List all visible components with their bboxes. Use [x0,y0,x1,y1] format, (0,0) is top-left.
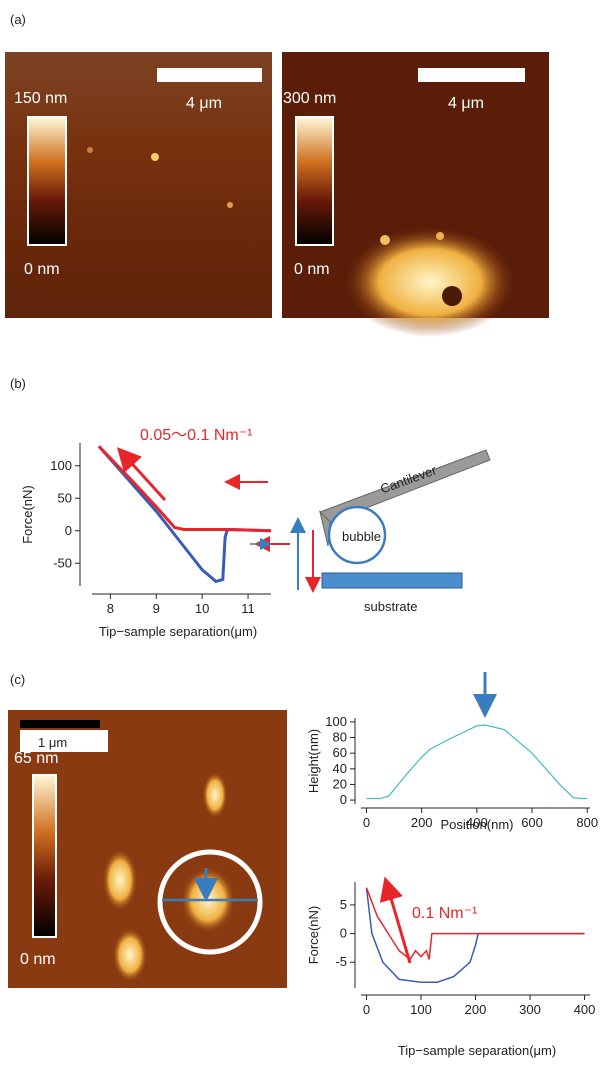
y-tick-label: 20 [333,776,347,791]
x-axis-label: Position(nm) [441,817,514,832]
x-tick-label: 9 [153,601,160,616]
series-line [367,725,588,798]
afm-image: 4 μm 150 nm 0 nm [5,52,272,318]
y-axis-label: Force(nN) [20,485,35,544]
x-tick-label: 800 [576,815,598,830]
y-axis-label: Force(nN) [306,906,321,965]
x-tick-label: 200 [411,815,433,830]
series-line [366,888,584,983]
scale-bar-label: 4 μm [448,95,484,112]
panel-label: (b) [10,376,26,391]
diagram-label: bubble [342,529,381,544]
series-line [99,446,271,531]
y-tick-label: 0 [340,792,347,807]
colorbar-min: 0 nm [20,951,56,968]
diagram: Cantilever bubble substrate [125,450,490,614]
colorbar-max: 150 nm [14,90,67,107]
figure: (a) (b) (c) 4 μm 150 nm 0 nm 4 μm 300 nm… [0,0,602,1068]
x-axis-label: Tip−sample separation(μm) [99,624,257,639]
y-tick-label: 80 [333,730,347,745]
y-tick-label: 100 [325,714,347,729]
x-tick-label: 300 [519,1002,541,1017]
annotation: 0.1 Nm⁻¹ [412,905,477,922]
arrow [388,888,410,963]
series-line [99,446,271,581]
scale-bar-label: 1 μm [38,735,67,750]
x-tick-label: 100 [410,1002,432,1017]
colorbar-max: 300 nm [283,90,336,107]
y-axis-label: Height(nm) [306,729,321,793]
x-tick-label: 600 [521,815,543,830]
colorbar-max: 65 nm [14,750,58,767]
y-tick-label: 60 [333,745,347,760]
panel-label: (c) [10,672,25,687]
y-tick-label: 0 [340,926,347,941]
x-tick-label: 11 [241,601,255,616]
y-tick-label: -50 [53,555,72,570]
x-axis-label: Tip−sample separation(μm) [398,1043,556,1058]
x-tick-label: 0 [363,1002,370,1017]
x-tick-label: 8 [107,601,114,616]
panel-label: (a) [10,12,26,27]
colorbar-min: 0 nm [294,261,330,278]
annotation: 0.05〜0.1 Nm⁻¹ [140,427,253,444]
y-tick-label: -5 [335,954,347,969]
afm-image: 1 μm 65 nm 0 nm [8,710,287,988]
y-tick-label: 0 [65,523,72,538]
y-tick-label: 100 [50,458,72,473]
colorbar-min: 0 nm [24,261,60,278]
y-tick-label: 40 [333,761,347,776]
x-tick-label: 10 [195,601,209,616]
scale-bar-label: 4 μm [186,95,222,112]
diagram-label: substrate [364,599,417,614]
y-tick-label: 5 [340,897,347,912]
y-tick-label: 50 [58,490,72,505]
x-tick-label: 0 [363,815,370,830]
x-tick-label: 200 [465,1002,487,1017]
afm-image: 4 μm 300 nm 0 nm [282,52,549,337]
x-tick-label: 400 [574,1002,596,1017]
